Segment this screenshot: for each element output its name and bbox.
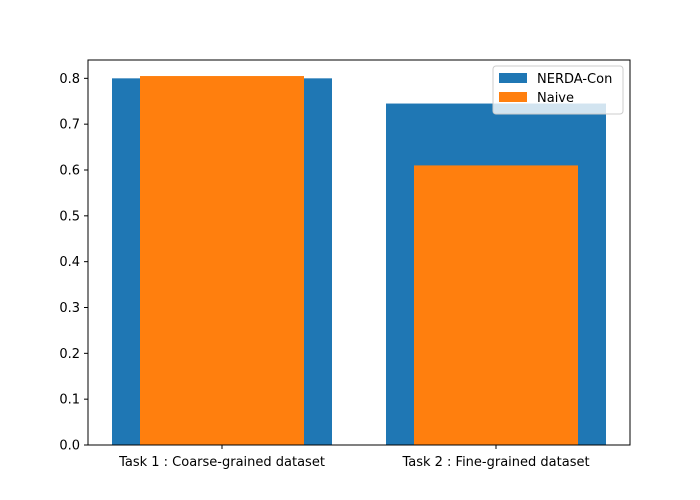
bar-naive-2 bbox=[414, 165, 578, 445]
y-tick-label: 0.8 bbox=[59, 72, 80, 87]
axes-group: 0.0 0.1 0.2 0.3 0.4 0.5 0.6 0.7 0.8 Task 1 : Coar… bbox=[59, 59, 631, 470]
y-tick-label: 0.5 bbox=[59, 209, 80, 224]
legend-label: Naive bbox=[537, 91, 574, 106]
x-tick-label: Task 2 : Fine-grained dataset bbox=[401, 455, 589, 470]
y-tick-label: 0.1 bbox=[59, 393, 80, 408]
y-tick-label: 0.6 bbox=[59, 164, 80, 179]
legend-label: NERDA-Con bbox=[537, 72, 612, 87]
y-tick-label: 0.3 bbox=[59, 301, 80, 316]
y-tick-label: 0.0 bbox=[59, 439, 80, 454]
plot-frame bbox=[87, 59, 631, 446]
y-tick-label: 0.2 bbox=[59, 347, 80, 362]
legend-swatch bbox=[499, 92, 527, 102]
legend: NERDA-Con Naive bbox=[492, 65, 624, 115]
legend-swatch bbox=[499, 73, 527, 83]
y-tick-label: 0.7 bbox=[59, 118, 80, 133]
y-tick-label: 0.4 bbox=[59, 255, 80, 270]
bar-naive-1 bbox=[140, 76, 304, 446]
x-tick-label: Task 1 : Coarse-grained dataset bbox=[118, 455, 325, 470]
bars-group bbox=[112, 76, 606, 446]
